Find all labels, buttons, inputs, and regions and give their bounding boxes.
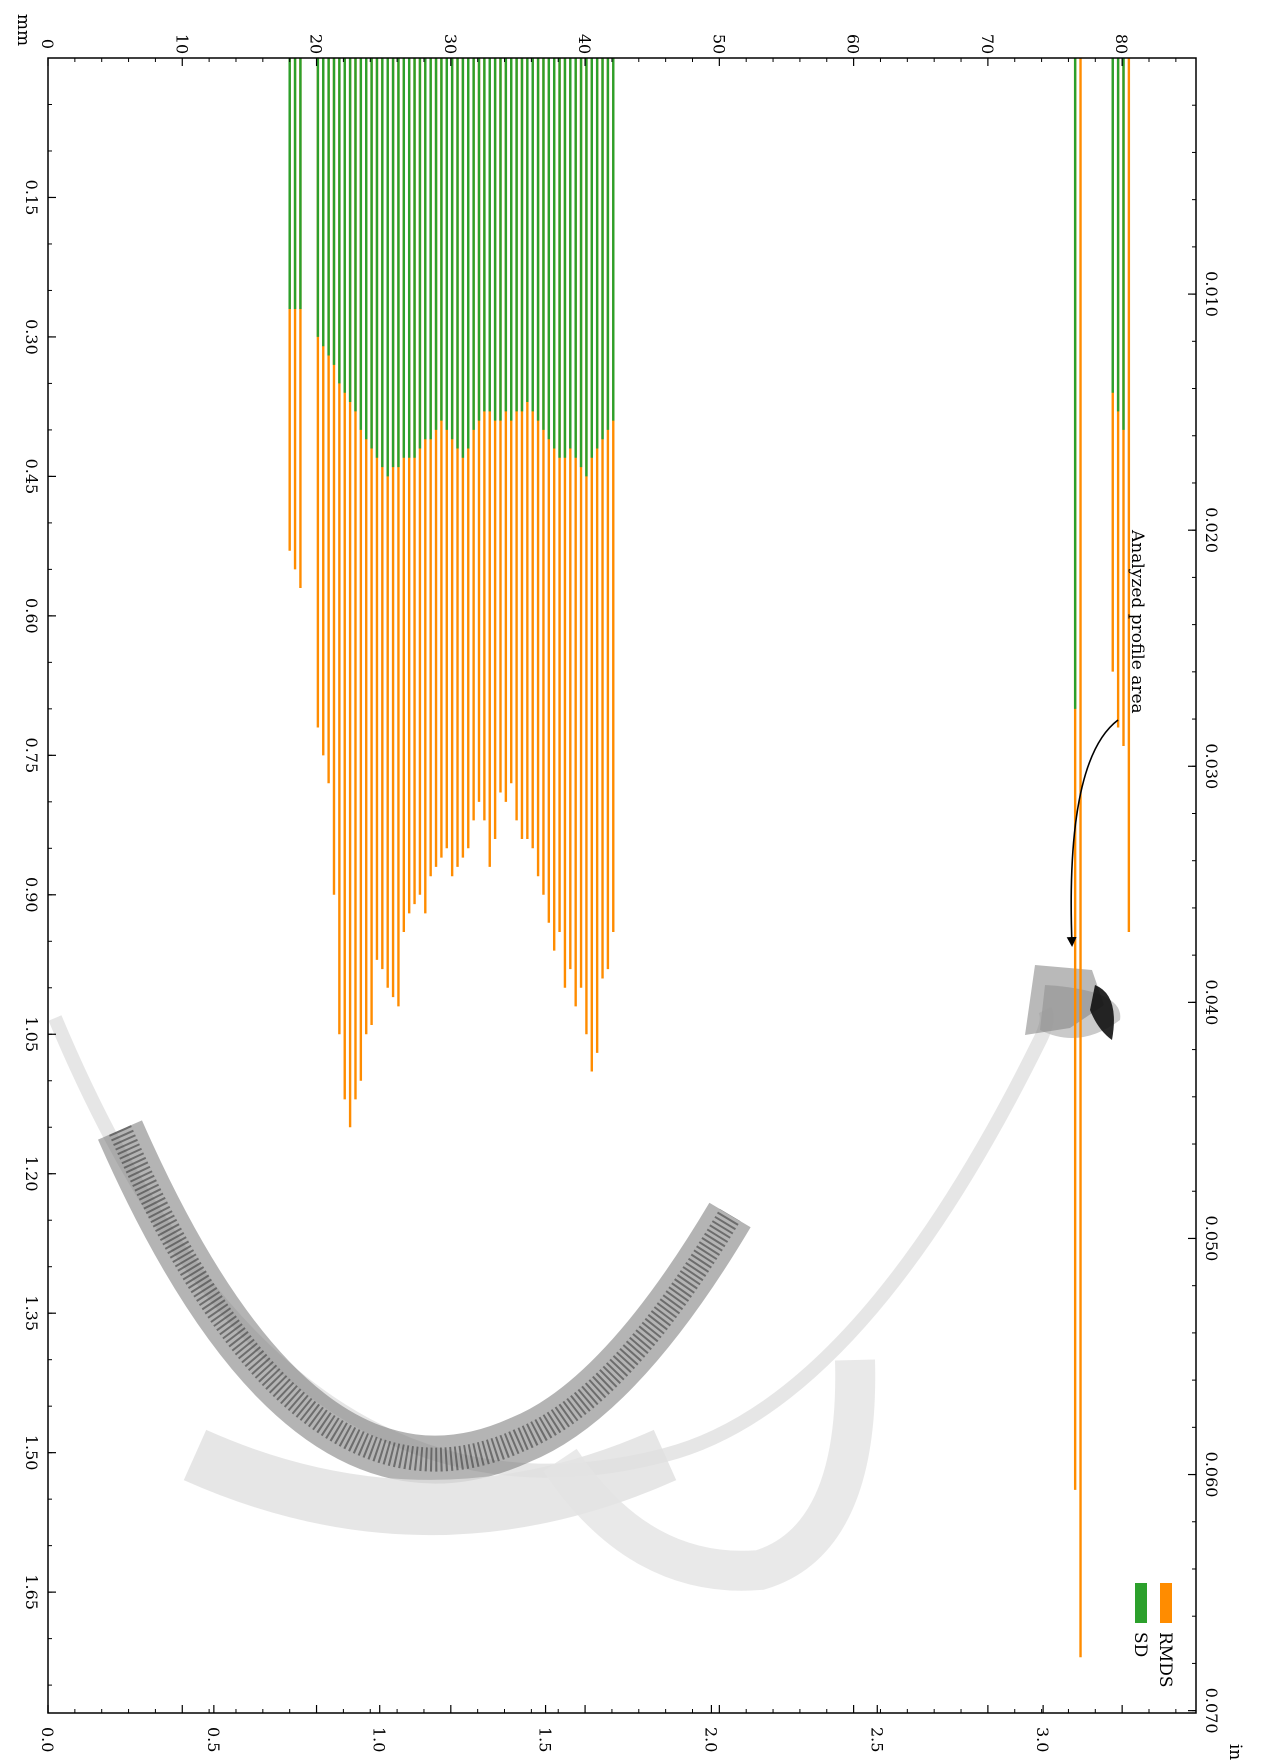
mm-tick-label-8: 80 <box>1112 34 1131 54</box>
legend-label-rmds: RMDS <box>1155 1632 1175 1687</box>
mmh-tick-label-10: 1.65 <box>22 1574 41 1610</box>
bars-layer <box>288 58 1131 1658</box>
inr-tick-label-4: 0.050 <box>1202 1216 1221 1262</box>
mm-tick-label-5: 50 <box>709 34 728 54</box>
mmh-tick-label-8: 1.35 <box>22 1295 41 1331</box>
mm-tick-label-2: 20 <box>307 34 326 54</box>
legend-swatch-sd <box>1135 1583 1147 1623</box>
in-tick-label-6: 3.0 <box>1033 1727 1052 1752</box>
legend: RMDS SD <box>1130 1583 1175 1687</box>
mmh-tick-label-3: 0.60 <box>22 598 41 634</box>
mmh-tick-label-9: 1.50 <box>22 1435 41 1471</box>
in-tick-label-4: 2.0 <box>701 1727 720 1752</box>
mm-tick-label-4: 40 <box>575 34 594 54</box>
mmh-tick-label-1: 0.30 <box>22 319 41 355</box>
in-tick-label-5: 2.5 <box>867 1727 886 1752</box>
mmh-tick-label-7: 1.20 <box>22 1156 41 1192</box>
mm-tick-label-0: 0 <box>38 39 57 49</box>
mm-unit-label: mm <box>13 14 33 46</box>
inr-tick-label-3: 0.040 <box>1202 979 1221 1025</box>
inr-tick-label-0: 0.010 <box>1202 271 1221 317</box>
in-tick-label-3: 1.5 <box>536 1727 555 1752</box>
mmh-tick-label-6: 1.05 <box>22 1016 41 1052</box>
in-unit-label: in <box>1225 1744 1245 1760</box>
mm-tick-label-7: 70 <box>978 34 997 54</box>
in-tick-label-0: 0.0 <box>38 1727 57 1752</box>
mm-tick-label-3: 30 <box>441 34 460 54</box>
mmh-tick-label-0: 0.15 <box>22 180 41 216</box>
mm-tick-label-6: 60 <box>844 34 863 54</box>
plot-frame <box>47 57 1197 1714</box>
in-tick-label-1: 0.5 <box>204 1727 223 1752</box>
inr-tick-label-6: 0.070 <box>1202 1688 1221 1734</box>
profile-point-cloud <box>48 965 1121 1591</box>
inr-tick-label-1: 0.020 <box>1202 507 1221 553</box>
mmh-tick-label-2: 0.45 <box>22 459 41 495</box>
annotation-label: Analyzed profile area <box>1127 529 1147 714</box>
inr-tick-label-5: 0.060 <box>1202 1452 1221 1498</box>
in-tick-label-2: 1.0 <box>370 1727 389 1752</box>
annotation-arrow <box>1066 719 1119 947</box>
axes-layer: 0 10 20 30 40 50 60 70 80 0.0 0.5 1.0 1.5 2.0 2.5 3.0 0.… <box>22 34 1221 1753</box>
inr-tick-label-2: 0.030 <box>1202 743 1221 789</box>
legend-swatch-rmds <box>1160 1583 1172 1623</box>
mmh-tick-label-4: 0.75 <box>22 738 41 774</box>
mmh-tick-label-5: 0.90 <box>22 877 41 913</box>
legend-label-sd: SD <box>1130 1632 1150 1657</box>
mm-tick-label-1: 10 <box>172 34 191 54</box>
